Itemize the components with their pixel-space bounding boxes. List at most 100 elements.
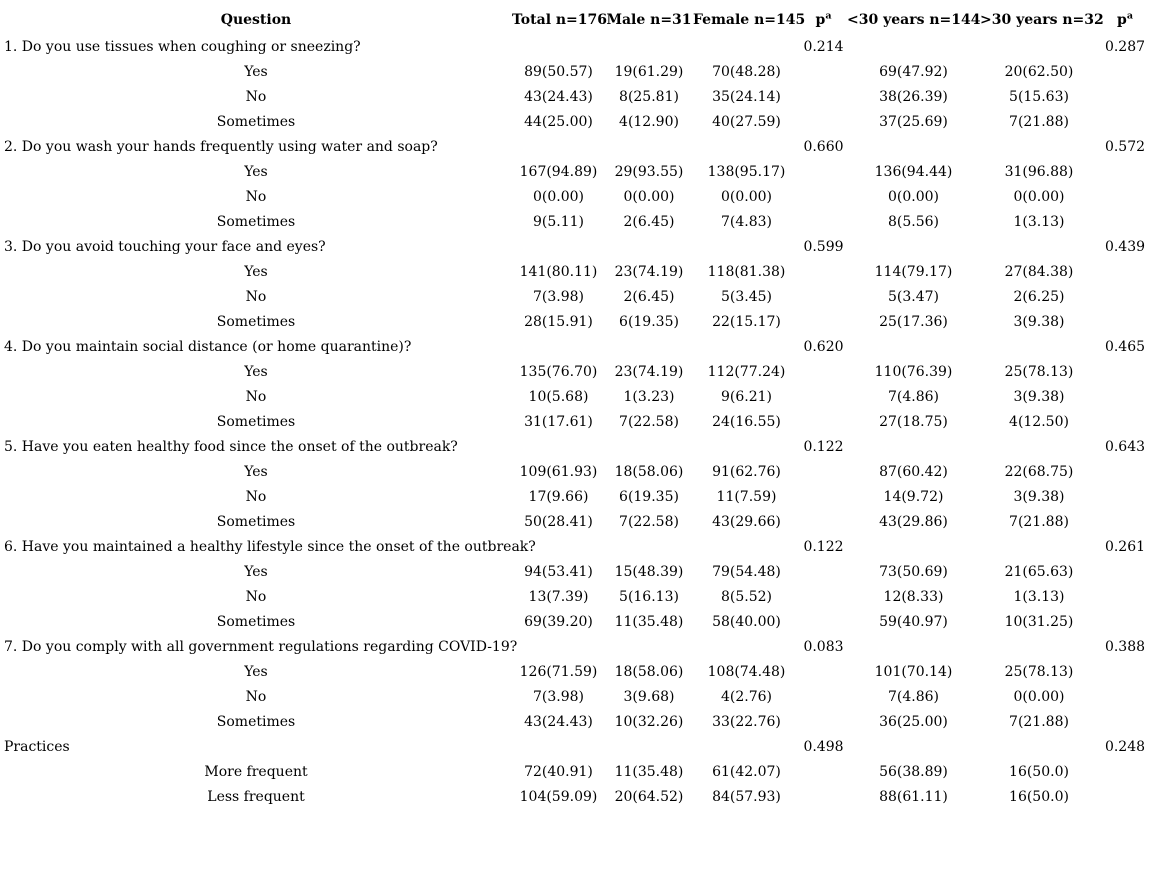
answer-row: Sometimes 43(24.43) 10(32.26) 33(22.76) 36(2…	[0, 709, 1152, 734]
value-cell-female: 138(95.17)	[707, 163, 786, 180]
empty-cell	[847, 734, 980, 759]
value-cell-over30: 31(96.88)	[1004, 163, 1074, 180]
value-cell-male: 10(32.26)	[614, 713, 684, 730]
p-superscript: a	[1126, 10, 1133, 22]
answer-label-cell: Sometimes	[216, 713, 296, 730]
value-cell-male: 11(35.48)	[614, 763, 684, 780]
value-cell-under30: 136(94.44)	[874, 163, 953, 180]
value-cell-total: 0(0.00)	[532, 188, 584, 205]
value-cell-female: 43(29.66)	[712, 513, 781, 530]
empty-cell	[800, 784, 847, 809]
empty-cell	[800, 109, 847, 134]
value-cell-under30: 101(70.14)	[874, 663, 953, 680]
answer-row: Less frequent 104(59.09) 20(64.52) 84(57.93…	[0, 784, 1152, 809]
value-cell-under30: 110(76.39)	[874, 363, 953, 380]
answer-label-cell: Yes	[244, 63, 268, 80]
value-cell-total: 9(5.11)	[532, 213, 584, 230]
value-cell-total: 13(7.39)	[528, 588, 589, 605]
empty-cell	[1098, 159, 1152, 184]
empty-cell	[800, 59, 847, 84]
empty-cell	[1098, 209, 1152, 234]
value-cell-male: 7(22.58)	[619, 513, 679, 530]
value-cell-under30: 69(47.92)	[879, 63, 948, 80]
answer-row: No 7(3.98) 3(9.68) 4(2.76) 7(4.86) 0(0.00)	[0, 684, 1152, 709]
value-cell-over30: 1(3.13)	[1013, 588, 1065, 605]
empty-cell	[693, 534, 800, 559]
value-cell-female: 91(62.76)	[712, 463, 781, 480]
value-cell-male: 2(6.45)	[623, 213, 675, 230]
empty-cell	[1098, 109, 1152, 134]
column-header-7: pa	[1117, 10, 1133, 28]
empty-cell	[800, 509, 847, 534]
column-header-3: Female n=145	[693, 12, 806, 28]
value-cell-male: 18(58.06)	[614, 463, 684, 480]
empty-cell	[605, 534, 693, 559]
empty-cell	[512, 734, 605, 759]
empty-cell	[1098, 309, 1152, 334]
empty-cell	[512, 34, 605, 59]
empty-cell	[980, 134, 1098, 159]
value-cell-male: 29(93.55)	[614, 163, 684, 180]
value-cell-under30: 5(3.47)	[887, 288, 939, 305]
value-cell-over30: 0(0.00)	[1013, 688, 1065, 705]
p-value-gender-cell: 0.214	[803, 38, 844, 55]
p-value-gender-cell: 0.498	[803, 738, 844, 755]
answer-label-cell: Yes	[244, 263, 268, 280]
answer-row: No 0(0.00) 0(0.00) 0(0.00) 0(0.00) 0(0.00)	[0, 184, 1152, 209]
value-cell-total: 17(9.66)	[528, 488, 589, 505]
value-cell-female: 33(22.76)	[712, 713, 781, 730]
value-cell-over30: 25(78.13)	[1004, 663, 1074, 680]
empty-cell	[512, 434, 605, 459]
column-header-6: >30 years n=32	[980, 12, 1104, 28]
answer-row: No 17(9.66) 6(19.35) 11(7.59) 14(9.72) 3(9.38…	[0, 484, 1152, 509]
value-cell-under30: 12(8.33)	[883, 588, 944, 605]
empty-cell	[800, 759, 847, 784]
question-row: 7. Do you comply with all government reg…	[0, 634, 1152, 659]
empty-cell	[1098, 459, 1152, 484]
p-value-gender-cell: 0.599	[803, 238, 844, 255]
empty-cell	[605, 734, 693, 759]
value-cell-total: 104(59.09)	[519, 788, 598, 805]
empty-cell	[1098, 384, 1152, 409]
answer-row: Sometimes 9(5.11) 2(6.45) 7(4.83) 8(5.56) 1(3…	[0, 209, 1152, 234]
p-value-age-cell: 0.388	[1104, 638, 1146, 655]
empty-cell	[800, 159, 847, 184]
answer-label-cell: Sometimes	[216, 413, 296, 430]
answer-label-cell: Yes	[244, 363, 268, 380]
column-header-4: pa	[815, 10, 832, 28]
value-cell-total: 43(24.43)	[524, 88, 593, 105]
value-cell-over30: 3(9.38)	[1013, 488, 1065, 505]
question-row: Practices 0.498 0.248	[0, 734, 1152, 759]
empty-cell	[847, 134, 980, 159]
empty-cell	[800, 659, 847, 684]
answer-label-cell: No	[245, 388, 267, 405]
value-cell-total: 50(28.41)	[524, 513, 593, 530]
empty-cell	[800, 609, 847, 634]
empty-cell	[1098, 484, 1152, 509]
empty-cell	[605, 134, 693, 159]
answer-label-cell: More frequent	[204, 763, 308, 780]
answer-row: No 7(3.98) 2(6.45) 5(3.45) 5(3.47) 2(6.25)	[0, 284, 1152, 309]
question-cell: 7. Do you comply with all government reg…	[4, 638, 518, 655]
answer-row: Yes 141(80.11) 23(74.19) 118(81.38) 114(79.1…	[0, 259, 1152, 284]
p-value-age-cell: 0.572	[1104, 138, 1146, 155]
value-cell-under30: 27(18.75)	[879, 413, 948, 430]
empty-cell	[605, 34, 693, 59]
question-row: 6. Have you maintained a healthy lifesty…	[0, 534, 1152, 559]
empty-cell	[980, 634, 1098, 659]
answer-row: No 10(5.68) 1(3.23) 9(6.21) 7(4.86) 3(9.38)	[0, 384, 1152, 409]
column-header-2: Male n=31	[606, 12, 692, 28]
value-cell-over30: 0(0.00)	[1013, 188, 1065, 205]
answer-label-cell: No	[245, 288, 267, 305]
value-cell-female: 5(3.45)	[720, 288, 772, 305]
value-cell-male: 4(12.90)	[619, 113, 679, 130]
value-cell-total: 69(39.20)	[524, 613, 593, 630]
empty-cell	[800, 459, 847, 484]
value-cell-female: 58(40.00)	[712, 613, 781, 630]
value-cell-total: 72(40.91)	[524, 763, 593, 780]
value-cell-male: 6(19.35)	[619, 313, 679, 330]
empty-cell	[800, 184, 847, 209]
empty-cell	[847, 34, 980, 59]
empty-cell	[800, 684, 847, 709]
empty-cell	[800, 284, 847, 309]
